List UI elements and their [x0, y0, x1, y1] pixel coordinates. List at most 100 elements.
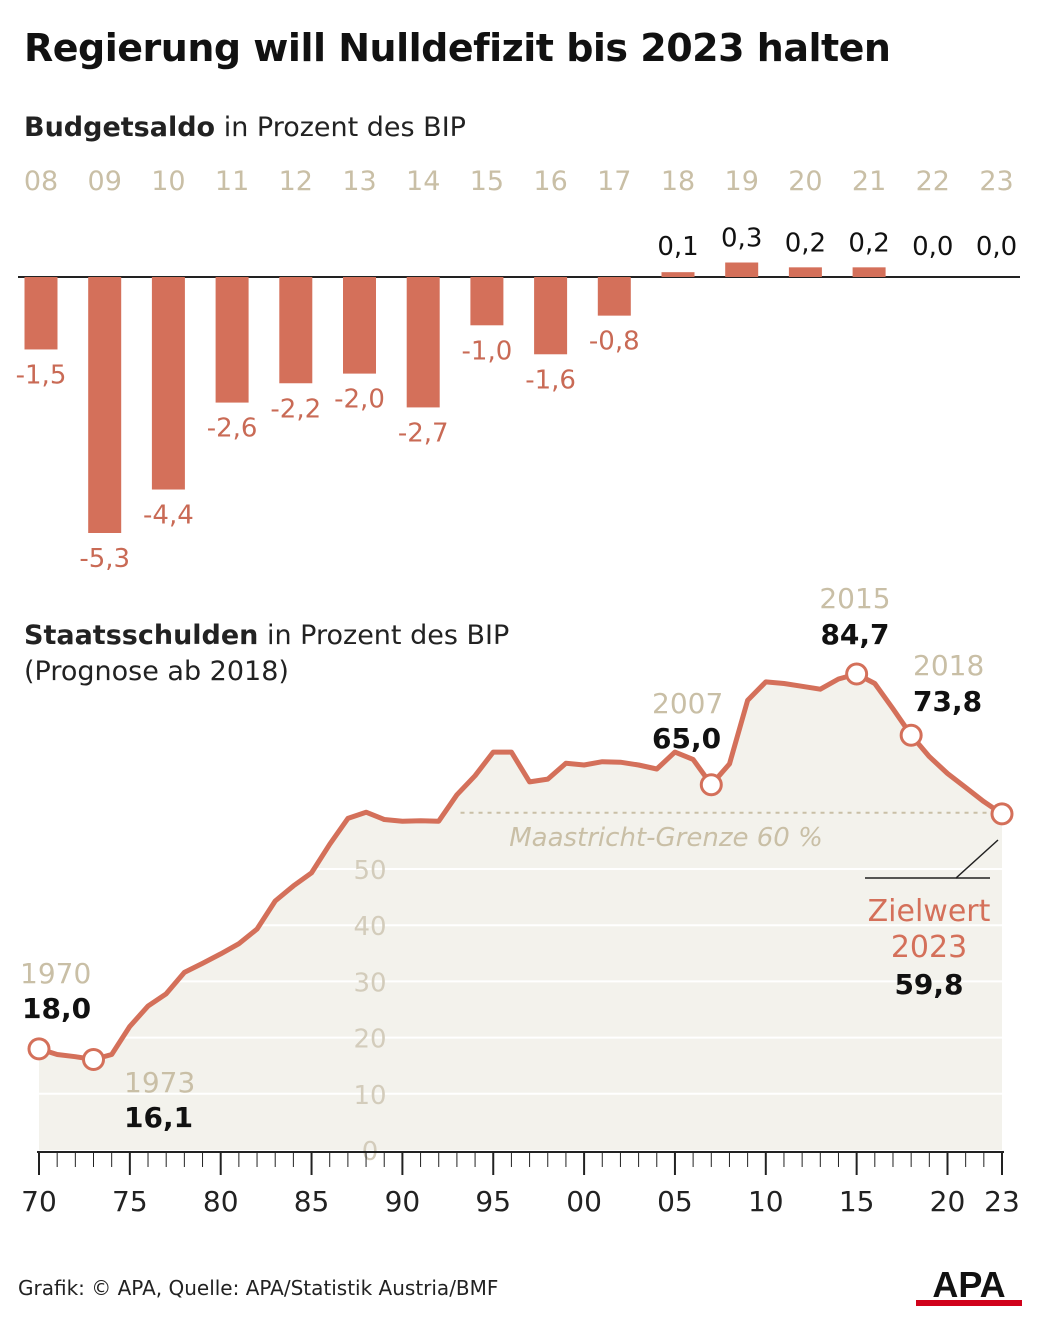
debt-x-tick-label: 80 [203, 1185, 239, 1218]
debt-marker [699, 773, 723, 797]
debt-annotation-year: 2018 [913, 649, 984, 682]
debt-annotation-value: 65,0 [652, 722, 721, 755]
budget-year-label: 21 [852, 166, 886, 197]
page-title: Regierung will Nulldefizit bis 2023 halt… [24, 26, 891, 70]
budget-year-label: 14 [406, 166, 440, 197]
budget-year-label: 17 [597, 166, 631, 197]
budget-value-label: -2,6 [207, 414, 258, 444]
budget-value-label: -4,4 [143, 501, 194, 531]
debt-y-tick: 50 [353, 856, 386, 886]
debt-annotation-value: 59,8 [894, 968, 963, 1001]
apa-logo-bar [916, 1300, 1022, 1306]
budget-value-label: -1,5 [16, 360, 67, 390]
debt-x-tick-label: 05 [657, 1185, 693, 1218]
debt-x-tick-label: 95 [475, 1185, 511, 1218]
debt-x-tick-label: 20 [930, 1185, 966, 1218]
budget-bar [534, 277, 568, 355]
budget-bar [279, 277, 313, 384]
budget-subtitle-bold: Budgetsaldo [24, 112, 216, 143]
debt-x-tick-label: 10 [748, 1185, 784, 1218]
debt-x-tick-label: 70 [21, 1185, 57, 1218]
budget-value-label: 0,1 [657, 232, 698, 262]
budget-year-label: 19 [725, 166, 759, 197]
budget-year-label: 16 [533, 166, 567, 197]
budget-bar [661, 272, 695, 277]
debt-x-tick-label: 23 [984, 1185, 1020, 1218]
budget-year-label: 09 [88, 166, 122, 197]
budget-year-label: 22 [916, 166, 950, 197]
apa-logo: APA [916, 1264, 1022, 1306]
apa-logo-text: APA [932, 1264, 1005, 1305]
debt-line [36, 671, 1005, 1062]
debt-annotation-value: 18,0 [22, 992, 91, 1025]
zielwert-year: 2023 [891, 930, 967, 965]
debt-annotation-value: 73,8 [913, 685, 982, 718]
debt-marker [27, 1037, 51, 1061]
debt-y-tick: 40 [353, 912, 386, 942]
maastricht-label: Maastricht-Grenze 60 % [509, 823, 823, 853]
debt-y-tick: 20 [353, 1025, 386, 1055]
debt-area [39, 674, 1002, 1150]
budget-value-label: 0,2 [848, 228, 889, 258]
debt-annotation-value: 84,7 [820, 618, 889, 651]
budget-value-label: 0,0 [976, 232, 1017, 262]
debt-marker [82, 1048, 106, 1072]
debt-marker [899, 723, 923, 747]
debt-subtitle: Staatsschulden in Prozent des BIP (Progno… [24, 618, 509, 690]
budget-bar [88, 277, 122, 533]
debt-x-tick-label: 85 [294, 1185, 330, 1218]
source-note: Grafik: © APA, Quelle: APA/Statistik Aus… [18, 1276, 499, 1300]
budget-bar [725, 262, 759, 277]
budget-year-label: 08 [24, 166, 58, 197]
budget-value-label: -5,3 [79, 544, 130, 574]
budget-bar [151, 277, 185, 490]
debt-x-tick-label: 90 [385, 1185, 421, 1218]
debt-annotation-year: 2015 [819, 582, 890, 615]
debt-y-tick: 30 [353, 968, 386, 998]
budget-value-label: 0,0 [912, 232, 953, 262]
budget-year-label: 10 [151, 166, 185, 197]
budget-bar [597, 277, 631, 316]
budget-subtitle: Budgetsaldo in Prozent des BIP [24, 110, 466, 146]
debt-x-tick-label: 00 [566, 1185, 602, 1218]
debt-subtitle-bold: Staatsschulden [24, 620, 259, 651]
budget-bar [24, 277, 58, 350]
debt-x-tick-label: 75 [112, 1185, 148, 1218]
budget-year-label: 11 [215, 166, 249, 197]
budget-bar [470, 277, 504, 326]
budget-year-label: 13 [342, 166, 376, 197]
debt-annotation-year: 2007 [652, 687, 723, 720]
budget-bar [343, 277, 376, 374]
budget-value-label: 0,3 [721, 224, 762, 254]
budget-bar [788, 267, 822, 277]
budget-value-label: -2,7 [398, 418, 449, 448]
budget-year-label: 12 [279, 166, 313, 197]
budget-bar [852, 267, 886, 277]
budget-subtitle-rest: in Prozent des BIP [215, 112, 466, 143]
debt-annotation-year: 1973 [124, 1066, 195, 1099]
budget-bar [406, 277, 440, 408]
budget-year-label: 23 [979, 166, 1013, 197]
debt-annotation-value: 16,1 [124, 1101, 193, 1134]
budget-year-label: 18 [661, 166, 695, 197]
zielwert-label: Zielwert [868, 894, 991, 929]
budget-value-label: -2,0 [334, 385, 385, 415]
debt-subtitle-line2: (Prognose ab 2018) [24, 656, 289, 687]
debt-annotation-year: 1970 [20, 957, 91, 990]
budget-bar [215, 277, 249, 403]
debt-subtitle-rest: in Prozent des BIP [258, 620, 510, 651]
debt-y-tick: 10 [353, 1081, 386, 1111]
budget-year-label: 15 [470, 166, 504, 197]
budget-bar-chart: 08 -1,5 09 -5,3 10 -4,4 11 -2,6 12 -2,2 13 -2,0 14 -2… [16, 166, 1020, 574]
budget-year-label: 20 [788, 166, 822, 197]
debt-marker [990, 802, 1014, 826]
budget-value-label: -2,2 [270, 394, 321, 424]
budget-value-label: 0,2 [785, 228, 826, 258]
debt-x-tick-label: 15 [839, 1185, 875, 1218]
debt-marker [845, 662, 869, 686]
budget-value-label: -1,6 [525, 365, 576, 395]
budget-value-label: -0,8 [589, 327, 640, 357]
budget-value-label: -1,0 [462, 336, 513, 366]
